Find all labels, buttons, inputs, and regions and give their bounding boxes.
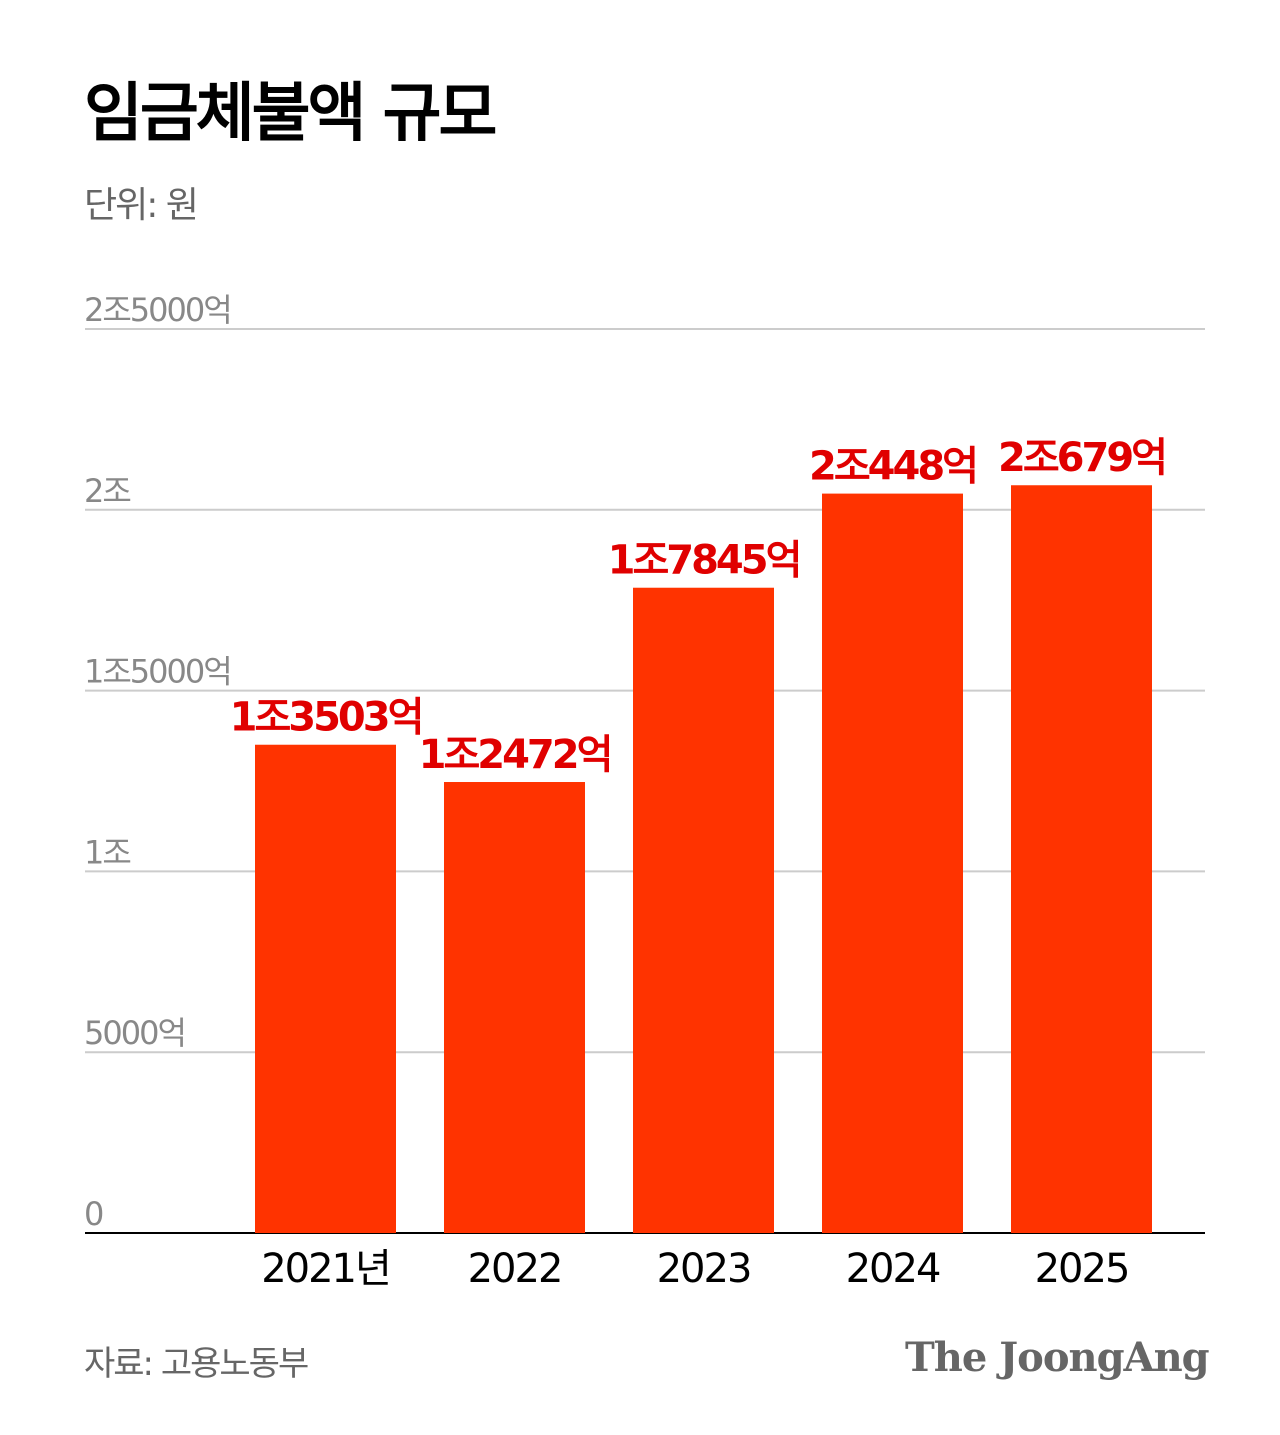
y-tick-label: 1조5000억 xyxy=(84,653,231,691)
unit-label: 단위: 원 xyxy=(84,185,199,226)
x-tick-label: 2021년 xyxy=(261,1246,390,1292)
bar xyxy=(822,493,963,1233)
y-tick-label: 0 xyxy=(84,1195,103,1233)
bar xyxy=(444,782,585,1233)
y-tick-label: 2조5000억 xyxy=(84,291,231,329)
y-tick-label: 1조 xyxy=(84,833,130,871)
bar xyxy=(633,587,774,1233)
chart-title: 임금체불액 규모 xyxy=(84,77,497,151)
x-tick-label: 2024 xyxy=(846,1246,940,1292)
data-label: 1조2472억 xyxy=(419,732,611,778)
bar xyxy=(255,744,396,1233)
bar xyxy=(1011,485,1152,1234)
x-tick-label: 2022 xyxy=(468,1246,562,1292)
data-label: 2조679억 xyxy=(998,435,1165,481)
source-note: 자료: 고용노동부 xyxy=(84,1344,309,1384)
data-label: 1조3503억 xyxy=(230,695,422,741)
publisher-logo: The JoongAng xyxy=(905,1334,1210,1381)
data-label: 1조7845억 xyxy=(608,538,800,584)
x-tick-label: 2023 xyxy=(657,1246,751,1292)
y-tick-label: 2조 xyxy=(84,472,130,510)
data-label: 2조448억 xyxy=(809,444,976,490)
x-tick-label: 2025 xyxy=(1035,1246,1129,1292)
y-tick-label: 5000억 xyxy=(84,1014,185,1052)
